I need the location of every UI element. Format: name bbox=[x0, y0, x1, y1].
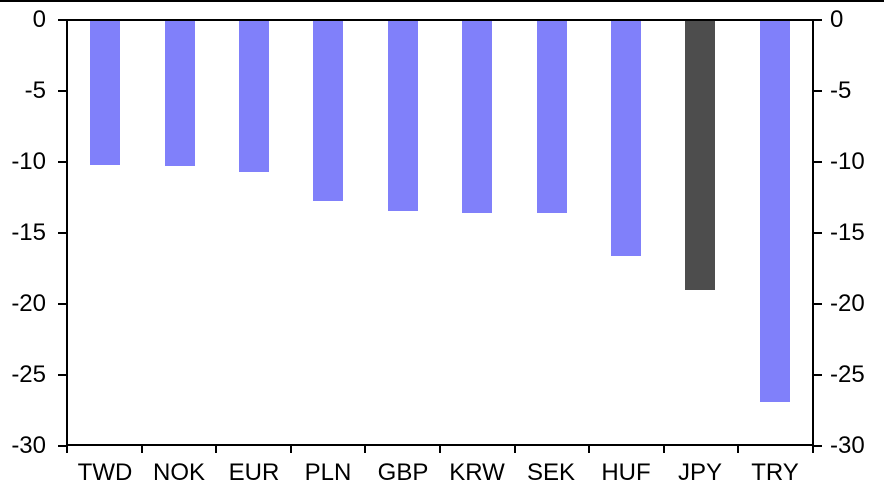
x-axis-tick-1 bbox=[141, 446, 143, 453]
bar-EUR bbox=[239, 21, 269, 172]
bar-TRY bbox=[760, 21, 790, 402]
bar-PLN bbox=[313, 21, 343, 201]
x-axis-tick-7 bbox=[588, 446, 590, 453]
y-axis-right-tick-0 bbox=[814, 19, 822, 21]
x-label-PLN: PLN bbox=[304, 459, 352, 486]
y-axis-left-label--25: -25 bbox=[11, 361, 46, 388]
x-label-SEK: SEK bbox=[526, 459, 576, 486]
y-axis-right-tick--20 bbox=[814, 303, 822, 305]
x-axis-tick-9 bbox=[737, 446, 739, 453]
x-axis-tick-3 bbox=[290, 446, 292, 453]
y-axis-left-label--10: -10 bbox=[11, 148, 46, 175]
y-axis-right-label--15: -15 bbox=[830, 219, 865, 246]
bar-TWD bbox=[90, 21, 120, 165]
y-axis-left-tick--10 bbox=[58, 161, 66, 163]
x-axis-tick-6 bbox=[514, 446, 516, 453]
y-axis-right-label--20: -20 bbox=[830, 290, 865, 317]
y-axis-left-tick--25 bbox=[58, 374, 66, 376]
y-axis-left-label--20: -20 bbox=[11, 290, 46, 317]
y-axis-right-label-0: 0 bbox=[830, 6, 844, 33]
y-axis-right-tick--30 bbox=[814, 445, 822, 447]
x-label-EUR: EUR bbox=[228, 459, 280, 486]
y-axis-left-tick-0 bbox=[58, 19, 66, 21]
x-axis-tick-10 bbox=[812, 446, 814, 453]
x-label-GBP: GBP bbox=[377, 459, 429, 486]
y-axis-left-tick--5 bbox=[58, 90, 66, 92]
x-axis-tick-2 bbox=[215, 446, 217, 453]
y-axis-left-tick--20 bbox=[58, 303, 66, 305]
bar-GBP bbox=[388, 21, 418, 211]
y-axis-left-tick--30 bbox=[58, 445, 66, 447]
bar-KRW bbox=[462, 21, 492, 213]
x-axis-tick-5 bbox=[439, 446, 441, 453]
y-axis-right-label--25: -25 bbox=[830, 361, 865, 388]
bar-HUF bbox=[611, 21, 641, 256]
x-label-TRY: TRY bbox=[751, 459, 799, 486]
x-label-NOK: NOK bbox=[152, 459, 205, 486]
bar-JPY bbox=[685, 21, 715, 290]
y-axis-right-tick--25 bbox=[814, 374, 822, 376]
plot-area bbox=[66, 19, 814, 446]
x-label-KRW: KRW bbox=[449, 459, 505, 486]
y-axis-right-label--30: -30 bbox=[830, 432, 865, 459]
bar-NOK bbox=[165, 21, 195, 166]
x-label-TWD: TWD bbox=[77, 459, 133, 486]
x-axis-tick-8 bbox=[663, 446, 665, 453]
y-axis-left-label-0: 0 bbox=[32, 6, 46, 33]
y-axis-left-label--15: -15 bbox=[11, 219, 46, 246]
y-axis-left-label--30: -30 bbox=[11, 432, 46, 459]
top-border-line bbox=[0, 0, 884, 2]
y-axis-left-tick--15 bbox=[58, 232, 66, 234]
y-axis-right-tick--5 bbox=[814, 90, 822, 92]
y-axis-left-label--5: -5 bbox=[24, 77, 46, 104]
x-label-HUF: HUF bbox=[601, 459, 651, 486]
y-axis-right-tick--15 bbox=[814, 232, 822, 234]
x-axis-tick-4 bbox=[364, 446, 366, 453]
y-axis-right-label--10: -10 bbox=[830, 148, 865, 175]
bar-SEK bbox=[537, 21, 567, 213]
x-axis-tick-0 bbox=[66, 446, 68, 453]
x-label-JPY: JPY bbox=[677, 459, 722, 486]
y-axis-right-tick--10 bbox=[814, 161, 822, 163]
y-axis-right-label--5: -5 bbox=[830, 77, 852, 104]
